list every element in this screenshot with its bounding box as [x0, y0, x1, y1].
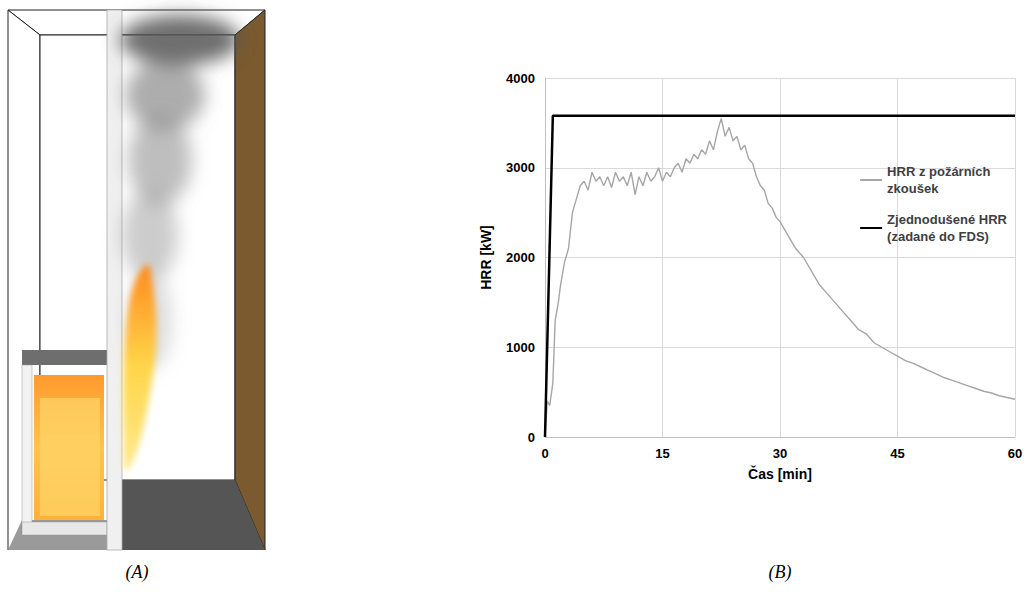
svg-text:15: 15 — [655, 446, 669, 461]
svg-text:Čas [min]: Čas [min] — [748, 465, 812, 482]
svg-text:0: 0 — [541, 446, 548, 461]
svg-text:0: 0 — [528, 430, 535, 445]
svg-text:4000: 4000 — [506, 71, 535, 86]
svg-text:zkoušek: zkoušek — [887, 181, 939, 196]
svg-text:2000: 2000 — [506, 250, 535, 265]
svg-text:1000: 1000 — [506, 340, 535, 355]
svg-text:HRR [kW]: HRR [kW] — [478, 225, 494, 290]
svg-text:3000: 3000 — [506, 160, 535, 175]
svg-text:30: 30 — [773, 446, 787, 461]
html-text:(B): (B) — [768, 562, 792, 582]
svg-text:60: 60 — [1008, 446, 1022, 461]
svg-text:Zjednodušené HRR: Zjednodušené HRR — [887, 212, 1008, 227]
html-text:(A): (A) — [125, 562, 149, 582]
svg-text:45: 45 — [890, 446, 904, 461]
svg-text:HRR z požárních: HRR z požárních — [887, 164, 990, 179]
svg-text:(zadané do FDS): (zadané do FDS) — [887, 229, 989, 244]
